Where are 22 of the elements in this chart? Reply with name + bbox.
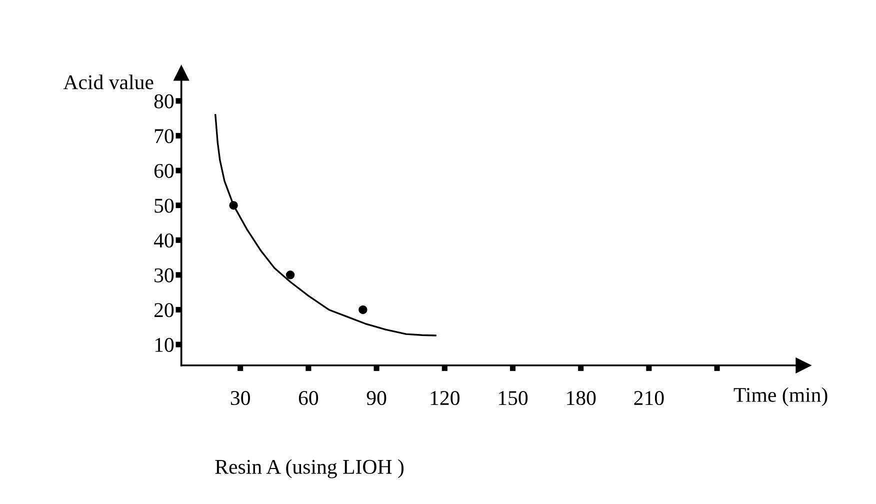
x-tick-label: 60 bbox=[298, 391, 318, 406]
y-tick-label: 20 bbox=[154, 303, 174, 318]
x-axis-title: Time (min) bbox=[734, 387, 828, 406]
line-series bbox=[214, 114, 436, 336]
point bbox=[358, 305, 368, 314]
x-tick-label: 150 bbox=[498, 391, 528, 406]
x-tick-label: 30 bbox=[230, 391, 250, 406]
x-tick-label: 210 bbox=[634, 391, 664, 406]
x-tick-label: 180 bbox=[567, 391, 596, 406]
y-tick-label: 40 bbox=[154, 233, 174, 248]
y-tick-label: 70 bbox=[154, 129, 174, 144]
point bbox=[286, 270, 295, 280]
text: Resin A (using LIOH ) bbox=[215, 459, 404, 478]
x-tick-label: 120 bbox=[430, 391, 460, 406]
y-tick-label: 30 bbox=[154, 268, 174, 282]
y-tick-label: 80 bbox=[154, 94, 174, 108]
y-axis-title: Acid value bbox=[63, 74, 154, 90]
y-tick-label: 10 bbox=[155, 338, 174, 352]
point bbox=[229, 200, 238, 210]
y-tick-label: 50 bbox=[154, 198, 174, 213]
x-tick-label: 90 bbox=[366, 391, 386, 406]
y-tick-label: 60 bbox=[154, 164, 174, 178]
